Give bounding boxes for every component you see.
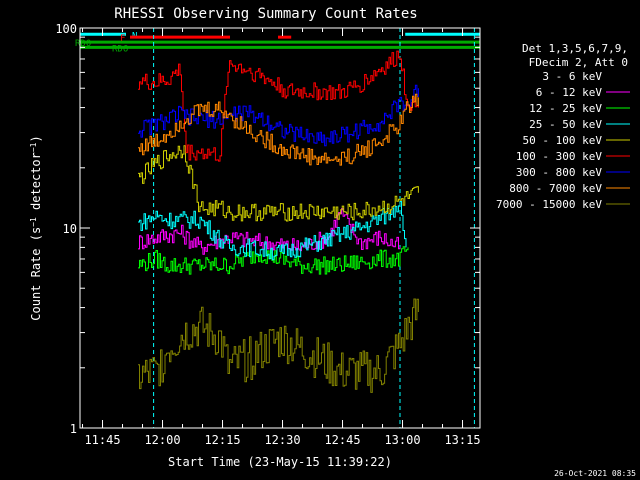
series-50-100-kev	[138, 145, 419, 222]
legend-label: 3 - 6 keV	[542, 70, 602, 83]
series-800-7000-kev	[138, 93, 419, 166]
flag-label-rd0: RD0	[75, 39, 91, 49]
y-tick-label: 1	[70, 422, 77, 436]
series-300-800-kev	[138, 84, 419, 147]
flag-label-rd6: RD6	[112, 44, 128, 54]
axes: 11:45 12:00 12:15 12:30 12:45 13:00 13:15 1 10 10…	[55, 22, 480, 447]
x-tick-label: 12:45	[324, 433, 360, 447]
y-axis-label: Count Rate (s−1 detector−1)	[29, 135, 44, 320]
legend-label: 12 - 25 keV	[529, 102, 602, 115]
legend-header: FDecim 2, Att 0	[529, 56, 628, 69]
x-tick-label: 12:15	[204, 433, 240, 447]
x-axis-label: Start Time (23-May-15 11:39:22)	[168, 455, 392, 469]
generation-timestamp: 26-Oct-2021 08:35	[554, 469, 636, 478]
chart-marks: NFRD0RD6	[75, 28, 480, 428]
legend-label: 50 - 100 keV	[523, 134, 603, 147]
legend: Det 1,3,5,6,7,9,FDecim 2, Att 03 - 6 keV…	[496, 42, 630, 211]
legend-header: Det 1,3,5,6,7,9,	[522, 42, 628, 55]
flag-label-f: F	[120, 34, 125, 44]
x-tick-label: 13:15	[444, 433, 480, 447]
legend-label: 800 - 7000 keV	[509, 182, 602, 195]
series-6-12-kev	[138, 208, 401, 255]
series-25-50-kev	[138, 201, 407, 261]
x-tick-label: 13:00	[384, 433, 420, 447]
legend-label: 7000 - 15000 keV	[496, 198, 602, 211]
x-tick-label: 12:30	[264, 433, 300, 447]
series-3-6-kev	[138, 219, 407, 246]
x-tick-label: 12:00	[144, 433, 180, 447]
y-tick-label: 10	[63, 222, 77, 236]
legend-label: 100 - 300 keV	[516, 150, 602, 163]
y-tick-label: 100	[55, 22, 77, 36]
x-tick-label: 11:45	[84, 433, 120, 447]
legend-label: 6 - 12 keV	[536, 86, 603, 99]
series-100-300-kev	[138, 50, 419, 162]
series-7000-15000-kev	[138, 298, 419, 393]
chart-title: RHESSI Observing Summary Count Rates	[114, 6, 417, 22]
legend-label: 300 - 800 keV	[516, 166, 602, 179]
legend-label: 25 - 50 keV	[529, 118, 602, 131]
series-12-25-kev	[138, 246, 409, 275]
